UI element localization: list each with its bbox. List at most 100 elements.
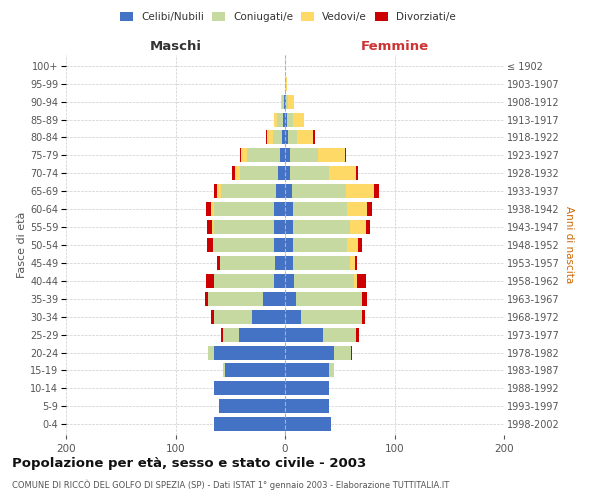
Bar xyxy=(266,130,268,144)
Bar xyxy=(287,112,293,126)
Bar xyxy=(280,148,285,162)
Bar xyxy=(214,274,274,288)
Bar xyxy=(345,148,346,162)
Bar xyxy=(323,328,356,342)
Bar xyxy=(285,400,329,413)
Bar xyxy=(217,256,220,270)
Bar xyxy=(351,346,352,360)
Bar xyxy=(214,346,285,360)
Bar xyxy=(293,202,347,216)
Bar xyxy=(354,274,357,288)
Bar xyxy=(221,328,223,342)
Bar xyxy=(268,130,273,144)
Bar xyxy=(247,148,280,162)
Bar xyxy=(214,310,252,324)
Bar xyxy=(274,238,285,252)
Bar xyxy=(334,346,350,360)
Bar xyxy=(278,166,285,180)
Bar xyxy=(217,184,221,198)
Bar xyxy=(282,130,285,144)
Bar xyxy=(275,256,285,270)
Bar xyxy=(212,220,214,234)
Bar xyxy=(293,238,347,252)
Bar xyxy=(285,310,301,324)
Bar xyxy=(221,184,276,198)
Bar xyxy=(285,112,287,126)
Bar xyxy=(223,364,225,378)
Bar xyxy=(288,130,297,144)
Bar xyxy=(358,238,362,252)
Bar xyxy=(313,130,314,144)
Bar xyxy=(208,292,263,306)
Bar xyxy=(241,148,247,162)
Legend: Celibi/Nubili, Coniugati/e, Vedovi/e, Divorziati/e: Celibi/Nubili, Coniugati/e, Vedovi/e, Di… xyxy=(116,8,460,26)
Bar xyxy=(285,76,287,90)
Bar xyxy=(285,220,293,234)
Bar xyxy=(347,238,358,252)
Bar xyxy=(285,418,331,431)
Bar xyxy=(296,292,362,306)
Bar xyxy=(285,94,286,108)
Bar xyxy=(274,274,285,288)
Bar xyxy=(277,112,283,126)
Bar xyxy=(297,130,313,144)
Bar xyxy=(285,256,293,270)
Bar xyxy=(274,112,277,126)
Bar xyxy=(240,166,278,180)
Bar xyxy=(205,292,208,306)
Bar xyxy=(290,166,329,180)
Bar xyxy=(211,202,214,216)
Bar xyxy=(220,400,285,413)
Bar xyxy=(350,220,366,234)
Bar xyxy=(285,364,329,378)
Bar xyxy=(288,94,294,108)
Bar xyxy=(292,184,346,198)
Bar xyxy=(366,220,370,234)
Bar xyxy=(294,274,354,288)
Bar xyxy=(290,148,318,162)
Bar xyxy=(293,220,350,234)
Text: Popolazione per età, sesso e stato civile - 2003: Popolazione per età, sesso e stato civil… xyxy=(12,458,366,470)
Bar xyxy=(232,166,235,180)
Text: COMUNE DI RICCÒ DEL GOLFO DI SPEZIA (SP) - Dati ISTAT 1° gennaio 2003 - Elaboraz: COMUNE DI RICCÒ DEL GOLFO DI SPEZIA (SP)… xyxy=(12,479,449,490)
Bar xyxy=(362,310,365,324)
Bar xyxy=(284,94,285,108)
Bar xyxy=(282,94,284,108)
Bar xyxy=(285,166,290,180)
Bar xyxy=(285,346,334,360)
Bar xyxy=(235,166,240,180)
Bar xyxy=(356,166,358,180)
Bar xyxy=(214,184,217,198)
Bar xyxy=(286,94,288,108)
Bar xyxy=(285,202,293,216)
Bar xyxy=(239,328,285,342)
Bar xyxy=(285,382,329,396)
Bar xyxy=(285,130,288,144)
Bar xyxy=(301,310,362,324)
Bar xyxy=(214,202,274,216)
Y-axis label: Fasce di età: Fasce di età xyxy=(17,212,27,278)
Bar xyxy=(214,418,285,431)
Bar xyxy=(350,256,355,270)
Bar xyxy=(347,202,367,216)
Bar xyxy=(263,292,285,306)
Bar xyxy=(274,220,285,234)
Bar xyxy=(206,274,214,288)
Bar xyxy=(223,328,239,342)
Bar xyxy=(206,202,211,216)
Bar xyxy=(367,202,371,216)
Bar xyxy=(285,328,323,342)
Bar xyxy=(356,328,359,342)
Bar xyxy=(285,184,292,198)
Bar xyxy=(357,274,366,288)
Bar xyxy=(362,292,367,306)
Bar xyxy=(285,292,296,306)
Y-axis label: Anni di nascita: Anni di nascita xyxy=(563,206,574,284)
Bar xyxy=(207,238,213,252)
Bar xyxy=(285,148,290,162)
Bar xyxy=(273,130,282,144)
Bar xyxy=(207,220,212,234)
Bar xyxy=(281,94,282,108)
Bar xyxy=(285,274,294,288)
Bar xyxy=(318,148,345,162)
